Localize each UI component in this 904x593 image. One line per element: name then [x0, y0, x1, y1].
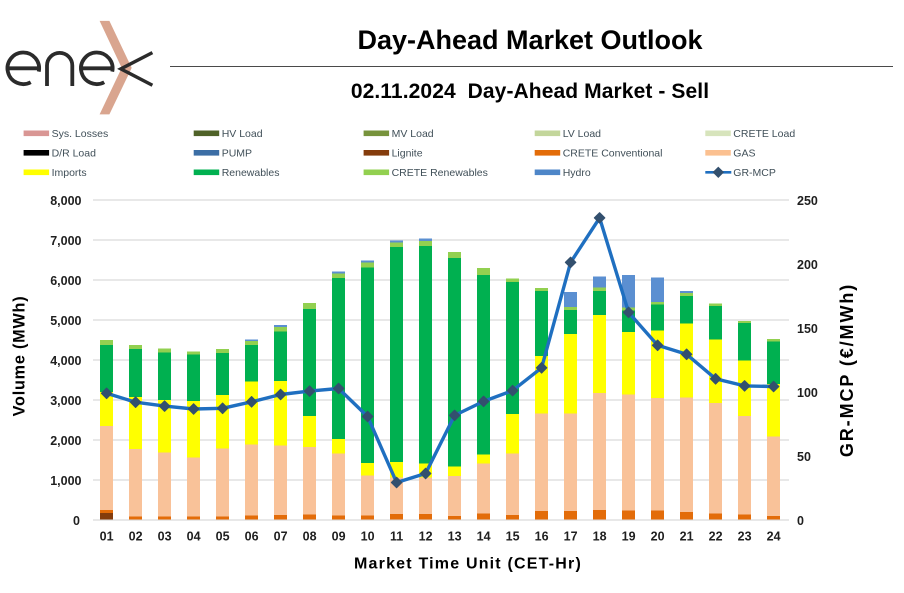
svg-text:5,000: 5,000: [50, 314, 81, 328]
svg-text:PUMP: PUMP: [222, 148, 252, 160]
svg-text:8,000: 8,000: [50, 194, 81, 208]
svg-text:05: 05: [216, 529, 230, 543]
svg-text:0: 0: [73, 514, 80, 528]
svg-text:150: 150: [797, 322, 818, 336]
svg-text:10: 10: [361, 529, 375, 543]
svg-text:CRETE Conventional: CRETE Conventional: [563, 148, 663, 160]
svg-text:22: 22: [709, 529, 723, 543]
svg-text:Sys. Losses: Sys. Losses: [52, 128, 109, 140]
svg-text:Day-Ahead Market Outlook: Day-Ahead Market Outlook: [357, 25, 703, 55]
svg-text:Volume (MWh): Volume (MWh): [11, 296, 29, 417]
svg-text:Market Time Unit (CET-Hr): Market Time Unit (CET-Hr): [354, 556, 582, 573]
svg-text:23: 23: [738, 529, 752, 543]
svg-text:GR-MCP: GR-MCP: [733, 167, 776, 179]
svg-text:04: 04: [187, 529, 201, 543]
svg-text:LV Load: LV Load: [563, 128, 601, 140]
svg-text:02.11.2024 Day-Ahead Market -: 02.11.2024 Day-Ahead Market - Sell: [351, 80, 709, 103]
svg-text:13: 13: [448, 529, 462, 543]
svg-text:CRETE Load: CRETE Load: [733, 128, 795, 140]
svg-text:06: 06: [245, 529, 259, 543]
svg-text:09: 09: [332, 529, 346, 543]
svg-text:0: 0: [797, 514, 804, 528]
svg-text:11: 11: [390, 529, 403, 543]
svg-text:01: 01: [100, 529, 114, 543]
svg-text:GR-MCP (€/MWh): GR-MCP (€/MWh): [837, 283, 857, 457]
svg-text:Imports: Imports: [52, 167, 87, 179]
svg-text:7,000: 7,000: [50, 234, 81, 248]
svg-text:1,000: 1,000: [50, 474, 81, 488]
svg-text:CRETE Renewables: CRETE Renewables: [392, 167, 488, 179]
svg-text:HV Load: HV Load: [222, 128, 263, 140]
svg-text:02: 02: [129, 529, 143, 543]
svg-text:4,000: 4,000: [50, 354, 81, 368]
svg-text:20: 20: [651, 529, 665, 543]
svg-text:GAS: GAS: [733, 148, 755, 160]
svg-text:D/R Load: D/R Load: [52, 148, 97, 160]
svg-text:17: 17: [564, 529, 578, 543]
svg-text:21: 21: [680, 529, 694, 543]
svg-text:Hydro: Hydro: [563, 167, 591, 179]
svg-text:12: 12: [419, 529, 433, 543]
svg-text:Lignite: Lignite: [392, 148, 423, 160]
svg-text:MV Load: MV Load: [392, 128, 434, 140]
svg-text:18: 18: [593, 529, 607, 543]
svg-text:200: 200: [797, 258, 818, 272]
svg-text:19: 19: [622, 529, 636, 543]
svg-text:Renewables: Renewables: [222, 167, 280, 179]
svg-text:14: 14: [477, 529, 491, 543]
svg-text:03: 03: [158, 529, 172, 543]
svg-text:3,000: 3,000: [50, 394, 81, 408]
svg-text:15: 15: [506, 529, 520, 543]
svg-text:50: 50: [797, 450, 811, 464]
svg-text:250: 250: [797, 194, 818, 208]
svg-text:24: 24: [767, 529, 781, 543]
svg-text:07: 07: [274, 529, 288, 543]
svg-text:08: 08: [303, 529, 317, 543]
svg-text:2,000: 2,000: [50, 434, 81, 448]
svg-text:16: 16: [535, 529, 549, 543]
svg-text:100: 100: [797, 386, 818, 400]
svg-text:6,000: 6,000: [50, 274, 81, 288]
